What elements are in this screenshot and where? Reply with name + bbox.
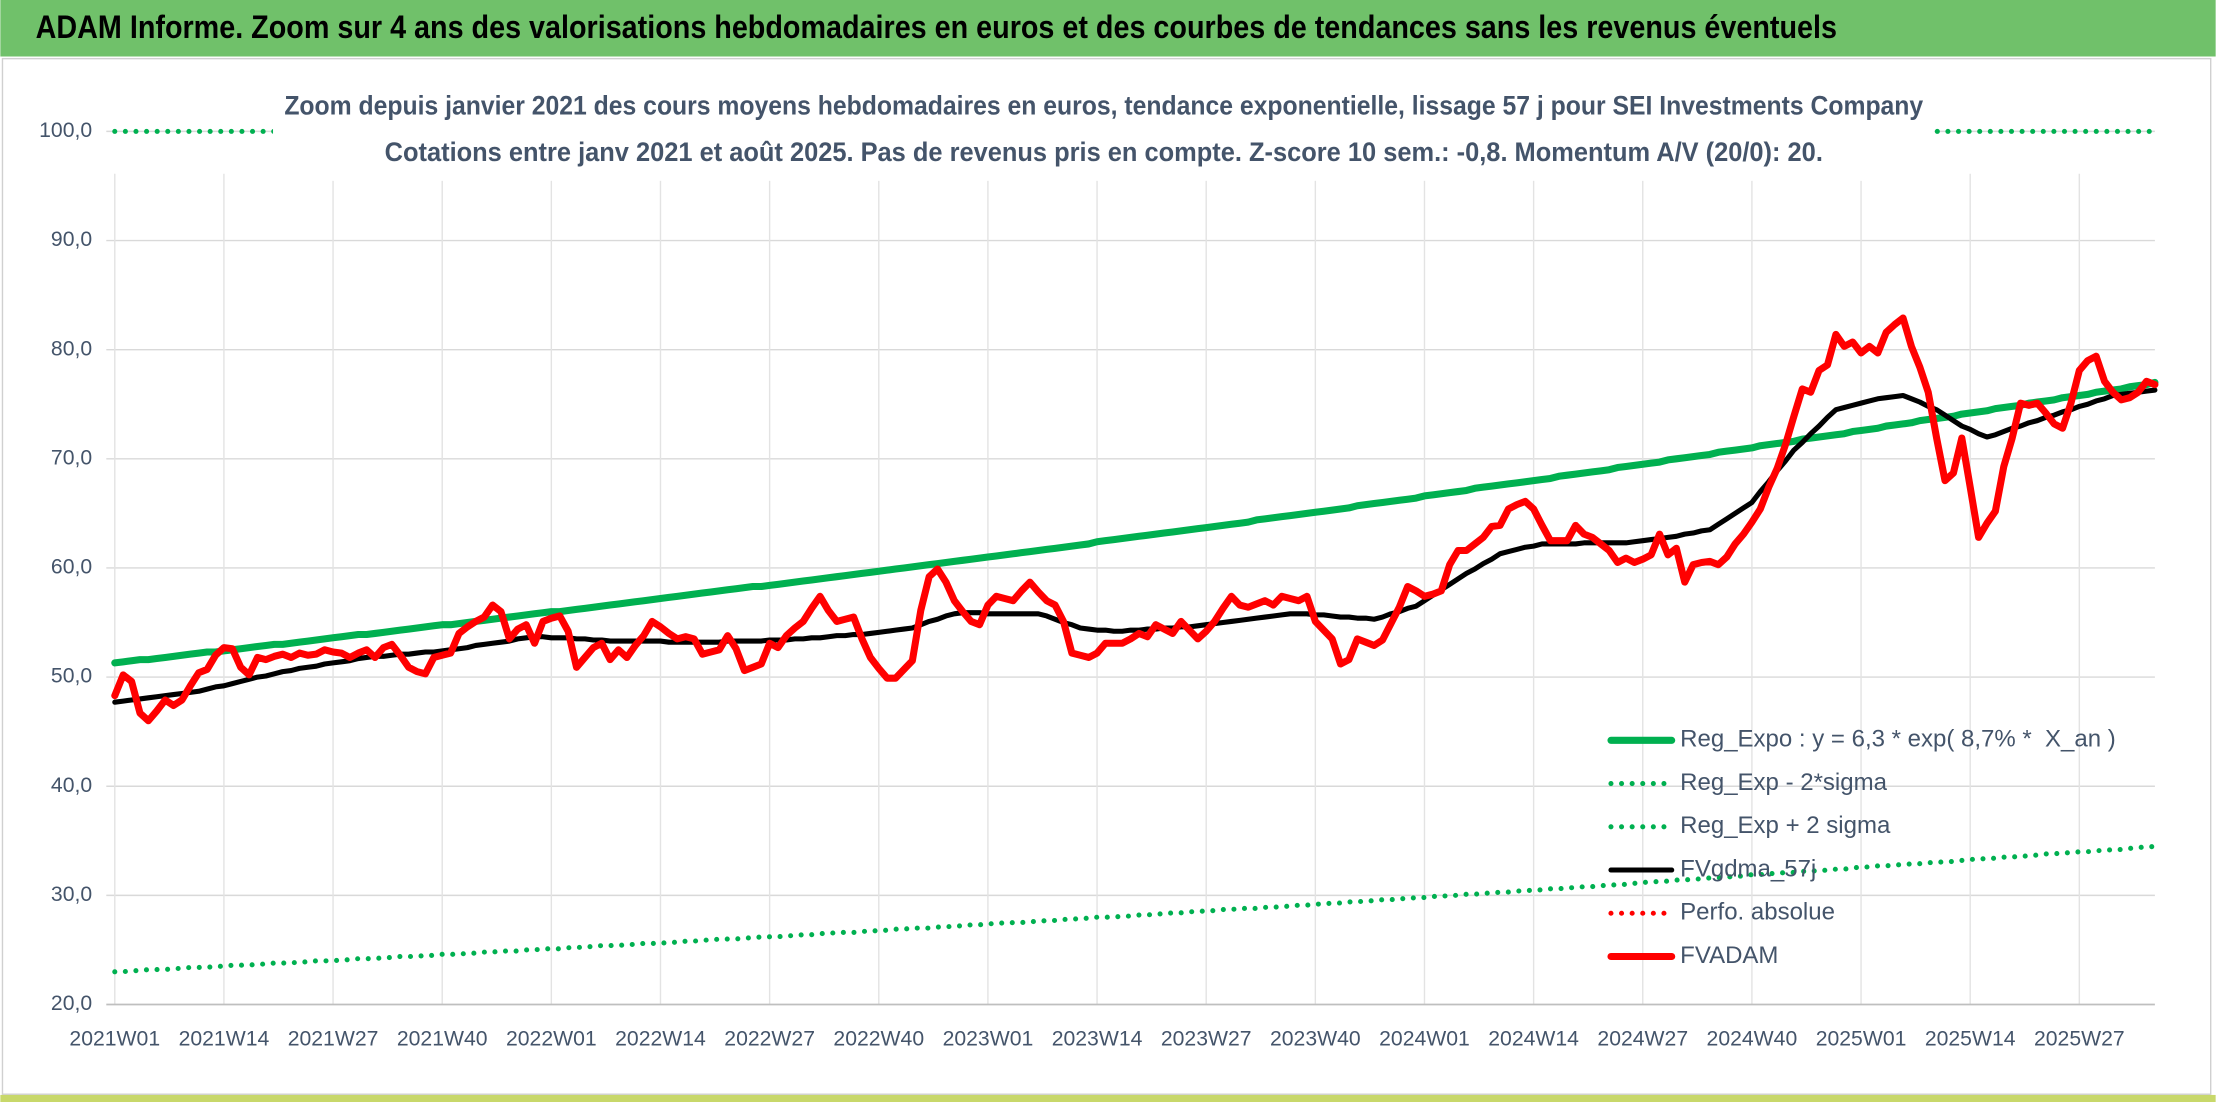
legend-label: Reg_Exp + 2 sigma (1680, 812, 1891, 839)
y-tick-label: 100,0 (39, 119, 92, 142)
x-tick-label: 2021W40 (397, 1027, 488, 1050)
series-line (111, 314, 2159, 725)
x-tick-label: 2024W40 (1707, 1027, 1798, 1050)
y-tick-label: 40,0 (51, 774, 92, 797)
x-tick-label: 2021W14 (179, 1027, 270, 1050)
x-tick-label: 2025W01 (1816, 1027, 1907, 1050)
y-tick-label: 60,0 (51, 556, 92, 579)
y-tick-label: 20,0 (51, 992, 92, 1015)
legend-label: FVADAM (1680, 942, 1778, 969)
series-line (111, 378, 2159, 667)
x-tick-label: 2025W27 (2034, 1027, 2125, 1050)
axes: 20,0 30,0 40,0 50,0 60,0 70,0 80,0 90,0 100,0 202… (39, 119, 2155, 1050)
x-tick-label: 2023W14 (1052, 1027, 1143, 1050)
frame (1, 57, 2212, 1095)
series-line (112, 843, 2158, 975)
legend-label: Reg_Expo : y = 6,3 * exp( 8,7% * X_an ) (1680, 726, 2116, 753)
header-band (0, 0, 2216, 57)
grid (106, 130, 2155, 1005)
x-tick-label: 2023W01 (943, 1027, 1034, 1050)
x-tick-label: 2022W40 (833, 1027, 924, 1050)
x-tick-label: 2024W27 (1597, 1027, 1688, 1050)
y-tick-label: 30,0 (51, 883, 92, 906)
subtitle: Zoom depuis janvier 2021 des cours moyen… (284, 90, 1923, 120)
bottom-band (0, 1094, 2216, 1102)
subtitle: Cotations entre janv 2021 et août 2025. … (385, 137, 1823, 167)
x-tick-label: 2023W40 (1270, 1027, 1361, 1050)
legend-label: Perfo. absolue (1680, 899, 1835, 926)
x-tick-label: 2021W01 (69, 1027, 160, 1050)
y-tick-label: 50,0 (51, 665, 92, 688)
x-tick-label: 2023W27 (1161, 1027, 1252, 1050)
x-tick-label: 2021W27 (288, 1027, 379, 1050)
x-tick-label: 2025W14 (1925, 1027, 2016, 1050)
y-tick-label: 90,0 (51, 228, 92, 251)
y-tick-label: 70,0 (51, 446, 92, 469)
x-tick-label: 2022W14 (615, 1027, 706, 1050)
legend-label: FVgdma_57j (1680, 855, 1816, 882)
y-tick-label: 80,0 (51, 337, 92, 360)
legend: Reg_Expo : y = 6,3 * exp( 8,7% * X_an ) R… (1607, 726, 2116, 969)
page-title: ADAM Informe. Zoom sur 4 ans des valoris… (36, 9, 1837, 45)
subtitle-box (273, 81, 1935, 181)
x-tick-label: 2022W01 (506, 1027, 597, 1050)
x-tick-label: 2022W27 (724, 1027, 815, 1050)
legend-label: Reg_Exp - 2*sigma (1680, 769, 1887, 796)
x-tick-label: 2024W01 (1379, 1027, 1470, 1050)
x-tick-label: 2024W14 (1488, 1027, 1579, 1050)
